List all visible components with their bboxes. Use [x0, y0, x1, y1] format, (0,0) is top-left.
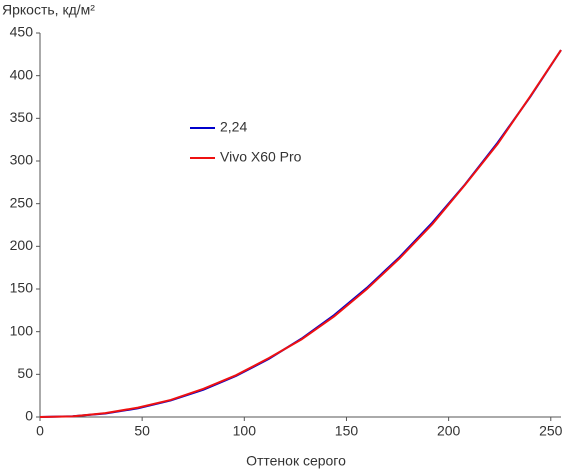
x-tick-label: 150	[335, 423, 359, 439]
y-tick-label: 150	[10, 280, 34, 296]
y-tick-label: 0	[25, 408, 33, 424]
series-line	[39, 49, 562, 418]
legend-label: Vivo X60 Pro	[220, 149, 302, 165]
series-line	[39, 49, 562, 418]
y-tick-label: 450	[10, 24, 34, 40]
y-tick-label: 400	[10, 66, 34, 82]
x-axis-label: Оттенок серого	[246, 453, 346, 469]
x-tick-label: 0	[36, 423, 44, 439]
y-axis-label: Яркость, кд/м²	[2, 2, 95, 18]
x-tick-label: 100	[233, 423, 257, 439]
y-tick-label: 250	[10, 194, 34, 210]
x-tick-label: 50	[134, 423, 150, 439]
y-tick-label: 350	[10, 109, 34, 125]
y-tick-label: 100	[10, 322, 34, 338]
y-tick-label: 300	[10, 152, 34, 168]
x-tick-label: 200	[437, 423, 461, 439]
y-tick-label: 50	[17, 365, 33, 381]
legend-label: 2,24	[220, 119, 247, 135]
y-tick-label: 200	[10, 237, 34, 253]
x-tick-label: 250	[539, 423, 563, 439]
